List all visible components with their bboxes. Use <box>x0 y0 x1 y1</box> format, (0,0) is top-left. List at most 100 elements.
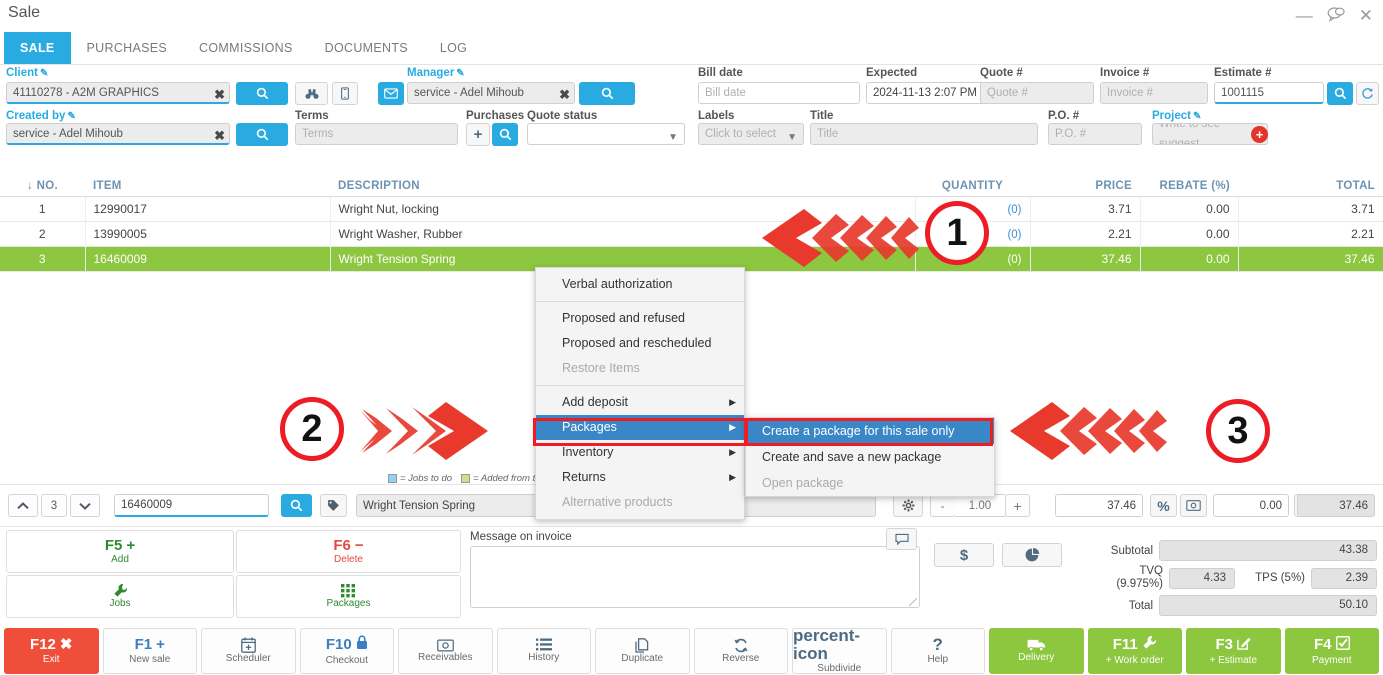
col-price[interactable]: PRICE <box>1030 176 1140 197</box>
add-project-icon[interactable]: + <box>1251 126 1268 143</box>
table-row-selected[interactable]: 3 16460009 Wright Tension Spring (0) 37.… <box>0 246 1383 272</box>
created-by-input[interactable]: service - Adel Mihoub ✖ <box>6 123 230 145</box>
col-total[interactable]: TOTAL <box>1238 176 1383 197</box>
estimate-no-input[interactable]: 1001115 <box>1214 82 1324 104</box>
col-item[interactable]: ITEM <box>85 176 330 197</box>
packages-button[interactable]: Packages <box>236 575 461 618</box>
chat-bubbles-icon[interactable] <box>1327 6 1345 25</box>
tab-commissions[interactable]: COMMISSIONS <box>183 32 309 64</box>
clear-created-by-icon[interactable]: ✖ <box>214 128 225 143</box>
message-textarea[interactable] <box>470 546 920 608</box>
add-purchase-button[interactable]: + <box>466 123 490 146</box>
table-row[interactable]: 2 13990005 Wright Washer, Rubber (0) 2.2… <box>0 221 1383 247</box>
line-down-button[interactable] <box>70 494 100 517</box>
manager-input[interactable]: service - Adel Mihoub ✖ <box>407 82 575 104</box>
tab-sale[interactable]: SALE <box>4 32 71 64</box>
po-no-input[interactable]: P.O. # <box>1048 123 1142 145</box>
work-order-button[interactable]: F11 + Work order <box>1087 628 1182 674</box>
item-code-input[interactable]: 16460009 <box>114 494 269 517</box>
price-input[interactable]: 37.46 <box>1055 494 1143 517</box>
manager-search-button[interactable] <box>579 82 635 105</box>
delivery-button[interactable]: Delivery <box>989 628 1084 674</box>
edit-pencil-icon[interactable]: ✎ <box>39 68 49 79</box>
quote-no-input[interactable]: Quote # <box>980 82 1094 104</box>
submenu-caret-icon: ▶ <box>729 472 736 482</box>
help-button[interactable]: ? Help <box>890 628 985 674</box>
reverse-button[interactable]: Reverse <box>693 628 788 674</box>
tab-log[interactable]: LOG <box>424 32 483 64</box>
expected-label: Expected <box>866 67 918 79</box>
menu-item-verbal-authorization[interactable]: Verbal authorization <box>562 277 673 291</box>
rebate-input[interactable]: 0.00 <box>1213 494 1289 517</box>
tab-documents[interactable]: DOCUMENTS <box>309 32 424 64</box>
percent-toggle-button[interactable]: % <box>1150 494 1177 517</box>
minimize-icon[interactable]: — <box>1295 6 1313 25</box>
line-up-button[interactable] <box>8 494 38 517</box>
bill-date-input[interactable]: Bill date <box>698 82 860 104</box>
tab-purchases[interactable]: PURCHASES <box>71 32 184 64</box>
edit-pencil-icon[interactable]: ✎ <box>1193 111 1202 122</box>
payment-button[interactable]: F4 Payment <box>1284 628 1379 674</box>
subtotal-label: Subtotal <box>1110 544 1153 557</box>
receivables-button[interactable]: Receivables <box>398 628 493 674</box>
menu-item-inventory[interactable]: Inventory ▶ <box>536 440 744 465</box>
new-sale-button[interactable]: F1 + New sale <box>102 628 197 674</box>
qty-increment-button[interactable]: + <box>1005 494 1030 517</box>
binoculars-button[interactable] <box>295 82 328 105</box>
money-toggle-button[interactable] <box>1180 494 1207 517</box>
estimate-search-button[interactable] <box>1327 82 1353 105</box>
expected-input[interactable]: 2024-11-13 2:07 PM <box>866 82 990 104</box>
terms-input[interactable]: Terms <box>295 123 458 145</box>
submenu-item-create-and-save-package[interactable]: Create and save a new package <box>762 450 942 464</box>
edit-pencil-icon[interactable]: ✎ <box>456 68 465 79</box>
col-description[interactable]: DESCRIPTION <box>330 176 915 197</box>
chart-button[interactable] <box>1002 543 1062 567</box>
col-rebate[interactable]: REBATE (%) <box>1140 176 1238 197</box>
item-settings-button[interactable] <box>893 494 923 517</box>
project-input[interactable]: Write to see suggest <box>1152 123 1268 145</box>
add-line-button[interactable]: F5 + Add <box>6 530 234 573</box>
menu-item-proposed-and-refused[interactable]: Proposed and refused <box>562 311 686 325</box>
menu-item-add-deposit[interactable]: Add deposit ▶ <box>536 390 744 415</box>
menu-item-packages[interactable]: Packages ▶ <box>536 415 744 440</box>
created-by-search-button[interactable] <box>236 123 288 146</box>
item-search-button[interactable] <box>281 494 312 517</box>
email-button[interactable] <box>378 82 404 105</box>
duplicate-button[interactable]: Duplicate <box>595 628 690 674</box>
purchase-search-button[interactable] <box>492 123 518 146</box>
title-input[interactable]: Title <box>810 123 1038 145</box>
col-no[interactable]: ↓ NO. <box>0 176 85 197</box>
subdivide-button[interactable]: percent-icon Subdivide <box>792 627 887 674</box>
checkout-button[interactable]: F10 Checkout <box>299 628 394 674</box>
item-tag-button[interactable] <box>320 494 347 517</box>
table-row[interactable]: 1 12990017 Wright Nut, locking (0) 3.71 … <box>0 196 1383 222</box>
jobs-button[interactable]: Jobs <box>6 575 234 618</box>
clear-client-icon[interactable]: ✖ <box>214 87 225 102</box>
labels-select[interactable]: Click to select ▼ <box>698 123 804 145</box>
clear-manager-icon[interactable]: ✖ <box>559 87 570 102</box>
comment-button[interactable] <box>886 528 917 550</box>
menu-item-proposed-and-rescheduled[interactable]: Proposed and rescheduled <box>562 336 712 350</box>
add-key: F5 + <box>104 537 136 554</box>
submenu-caret-icon: ▶ <box>729 447 736 457</box>
invoice-no-input[interactable]: Invoice # <box>1100 82 1208 104</box>
col-quantity[interactable]: QUANTITY <box>915 176 1030 197</box>
resize-grip[interactable] <box>909 598 917 606</box>
qty-input[interactable]: 1.00 <box>954 494 1006 517</box>
qty-decrement-button[interactable]: - <box>930 494 955 517</box>
currency-button[interactable]: $ <box>934 543 994 567</box>
submenu-item-create-package-this-sale[interactable]: Create a package for this sale only <box>746 418 994 444</box>
quote-status-select[interactable]: ▼ <box>527 123 685 145</box>
delete-line-button[interactable]: F6− Delete <box>236 530 461 573</box>
scheduler-button[interactable]: Scheduler <box>201 628 296 674</box>
exit-button[interactable]: F12 ✖ Exit <box>4 628 99 674</box>
estimate-button[interactable]: F3 + Estimate <box>1186 628 1281 674</box>
estimate-refresh-button[interactable] <box>1356 82 1379 105</box>
close-icon[interactable]: ✕ <box>1358 6 1373 25</box>
menu-item-returns[interactable]: Returns ▶ <box>536 465 744 490</box>
edit-pencil-icon[interactable]: ✎ <box>67 111 76 122</box>
client-input[interactable]: 41110278 - A2M GRAPHICS ✖ <box>6 82 230 104</box>
mobile-phone-button[interactable] <box>332 82 358 105</box>
history-button[interactable]: History <box>496 628 591 674</box>
client-search-button[interactable] <box>236 82 288 105</box>
